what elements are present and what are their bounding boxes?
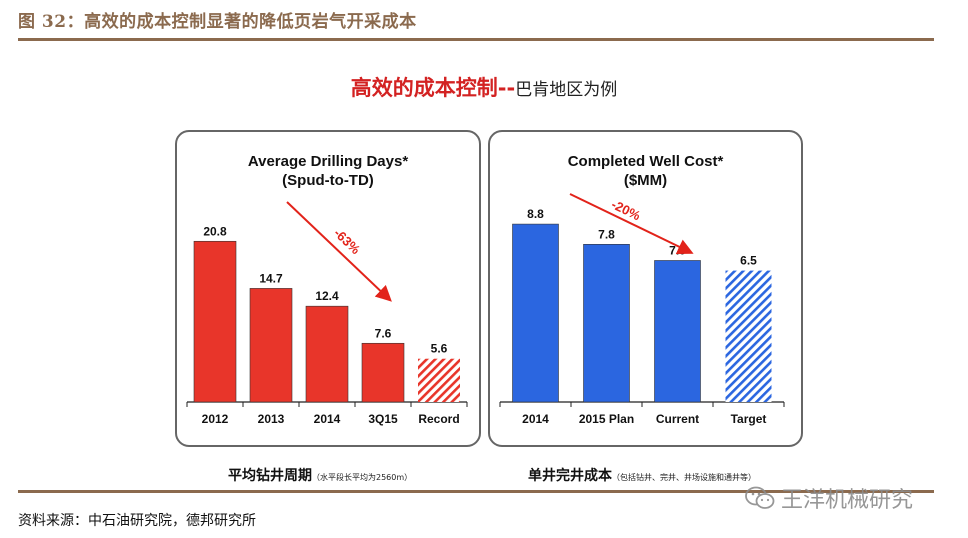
category-label: Record (418, 412, 459, 426)
change-annotation: -20% (609, 197, 643, 224)
chart-subtitle: ($MM) (624, 172, 667, 189)
drilling-days-panel: Average Drilling Days* (Spud-to-TD) 20.8 20… (175, 130, 481, 447)
well-cost-panel: Completed Well Cost* ($MM) 8.8 2014 7.8 2015 … (488, 130, 803, 447)
heading-main: 高效的成本控制 (350, 76, 498, 100)
drilling-days-caption: 平均钻井周期（水平段长平均为2560m） (228, 465, 412, 485)
category-label: 3Q15 (368, 412, 398, 426)
bar-record (418, 358, 460, 402)
trend-arrow (286, 201, 392, 302)
bar-3q15 (361, 342, 405, 403)
bar-current (654, 260, 701, 403)
change-annotation: -63% (331, 225, 364, 257)
wechat-icon (745, 486, 775, 509)
bottom-divider (18, 490, 934, 493)
bar-value-label: 14.7 (259, 271, 283, 285)
drilling-days-chart: Average Drilling Days* (Spud-to-TD) 20.8 20… (186, 153, 468, 426)
bar-value-label: 7.8 (598, 227, 615, 241)
bar-2012 (193, 240, 237, 403)
bar-2015-plan (583, 244, 630, 403)
chart-heading: 高效的成本控制--巴肯地区为例 (0, 72, 968, 102)
well-cost-chart: Completed Well Cost* ($MM) 8.8 2014 7.8 2015 … (499, 153, 785, 426)
category-label: 2014 (522, 412, 549, 426)
drilling-days-caption-note: （水平段长平均为2560m） (312, 473, 413, 482)
watermark-text: 王洋机械研究 (781, 488, 914, 513)
bar-target (725, 270, 772, 402)
bar-2013 (249, 288, 293, 403)
figure-title: 图 32：高效的成本控制显著的降低页岩气开采成本 (18, 12, 417, 32)
watermark: 王洋机械研究 (745, 482, 913, 514)
bar-value-label: 12.4 (315, 289, 339, 303)
trend-arrow (569, 193, 694, 254)
top-divider (18, 38, 934, 41)
bar-2014 (305, 305, 349, 403)
bar-value-label: 5.6 (431, 342, 448, 356)
chart-title: Completed Well Cost* (568, 153, 724, 170)
well-cost-caption-text: 单井完井成本 (528, 468, 612, 484)
category-label: Current (656, 412, 699, 426)
chart-title: Average Drilling Days* (248, 153, 409, 170)
category-label: 2012 (202, 412, 229, 426)
category-label: Target (731, 412, 767, 426)
bar-value-label: 8.8 (527, 207, 544, 221)
bar-value-label: 6.5 (740, 254, 757, 268)
bar-2014 (512, 223, 559, 403)
heading-sub: 巴肯地区为例 (515, 80, 618, 100)
source-note: 资料来源：中石油研究院，德邦研究所 (18, 513, 256, 529)
well-cost-caption-note: （包括钻井、完井、井场设施和通井等） (612, 473, 756, 482)
heading-dash: -- (497, 76, 516, 100)
category-label: 2014 (314, 412, 341, 426)
chart-subtitle: (Spud-to-TD) (282, 172, 374, 189)
drilling-days-caption-text: 平均钻井周期 (228, 468, 312, 484)
bar-value-label: 7.6 (375, 326, 392, 340)
bar-value-label: 20.8 (203, 224, 227, 238)
well-cost-caption: 单井完井成本（包括钻井、完井、井场设施和通井等） (528, 465, 756, 485)
category-label: 2013 (258, 412, 285, 426)
category-label: 2015 Plan (579, 412, 634, 426)
